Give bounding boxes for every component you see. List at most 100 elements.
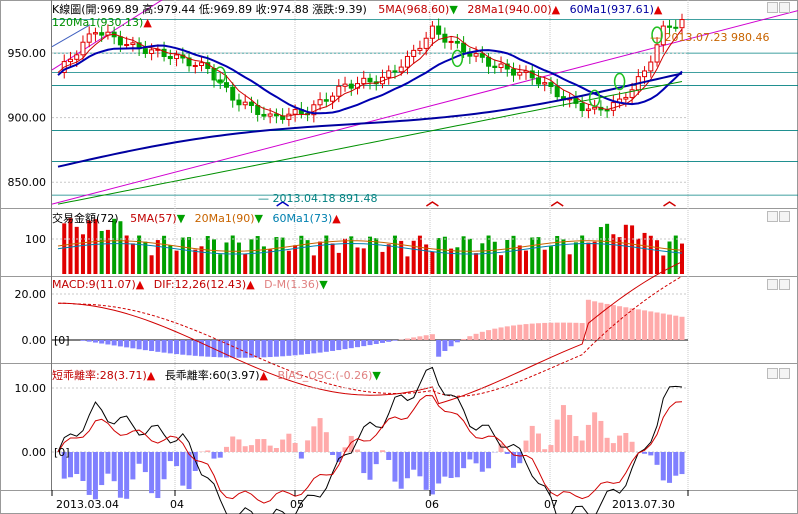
candle-body: [255, 104, 261, 115]
price-maximize-button[interactable]: [779, 2, 790, 13]
candle-body: [429, 25, 435, 39]
candle-body: [448, 40, 454, 43]
candle-body: [486, 56, 492, 67]
bias-osc-bar: [404, 452, 410, 479]
bias-osc-bar: [180, 452, 186, 486]
candle-body: [411, 49, 417, 57]
bias-osc-bar: [117, 452, 123, 498]
bias-osc-bar: [136, 452, 142, 464]
macd-histogram-bar: [280, 340, 286, 357]
bias-minimize-button[interactable]: [767, 368, 778, 379]
candle-body: [642, 70, 648, 78]
bias-osc-bar: [642, 452, 648, 454]
macd-histogram-bar: [442, 340, 448, 351]
bias-osc-bar: [298, 452, 304, 459]
candle-body: [542, 82, 548, 85]
macd-histogram-bar: [523, 324, 529, 340]
bias-osc-bar: [610, 443, 616, 452]
bias-osc-bar: [361, 452, 367, 474]
signal-marker: [613, 72, 626, 91]
volume-bar: [380, 251, 385, 274]
volume-bar: [374, 238, 379, 274]
volume-minimize-button[interactable]: [767, 211, 778, 222]
date-label: 2013.07.30: [612, 498, 675, 511]
candle-body: [386, 70, 392, 78]
price-minimize-button[interactable]: [767, 2, 778, 13]
price-panel: [51, 0, 798, 207]
macd-minimize-button[interactable]: [767, 279, 778, 290]
bias-osc-bar: [411, 452, 417, 470]
bias-osc-bar: [542, 449, 548, 452]
ma28-legend: 28Ma1(940.00): [467, 3, 552, 16]
volume-bar: [180, 237, 185, 274]
volume-bar: [524, 250, 528, 274]
volume-bar: [324, 235, 329, 274]
candle-body: [479, 53, 485, 58]
volume-bar: [249, 239, 254, 274]
vol-ma20-legend: 20Ma1(90): [194, 212, 255, 225]
volume-bar: [143, 241, 148, 274]
candle-body: [92, 32, 98, 35]
vol-ma5-legend: 5MA(57): [130, 212, 177, 225]
vol-ma60-legend: 60Ma1(73): [272, 212, 333, 225]
bias-osc-bar: [592, 412, 598, 452]
macd-histogram-bar: [342, 340, 348, 350]
volume-bar: [68, 218, 73, 274]
macd-histogram-bar: [136, 340, 142, 350]
bias-long-arrow: ▲: [259, 369, 268, 382]
bias-osc-bar: [398, 452, 404, 489]
volume-bar: [655, 240, 660, 274]
candle-body: [323, 99, 329, 102]
macd-histogram-bar: [311, 340, 317, 354]
volume-bar: [155, 240, 160, 274]
ma28-line: [57, 44, 683, 115]
bias-osc-bar: [230, 436, 236, 452]
macd-histogram-bar: [573, 322, 579, 340]
candle-body: [473, 53, 479, 57]
bias-osc-bar: [80, 452, 86, 482]
dm-legend: D-M(1.36): [264, 278, 320, 291]
bias-osc-bar: [467, 452, 473, 460]
bias-osc-bar: [211, 452, 217, 459]
volume-title: 交易金額(72): [52, 212, 119, 225]
bias-osc-bar: [286, 433, 292, 452]
bias-osc-bar: [392, 452, 398, 482]
volume-bar: [255, 236, 260, 274]
bias-osc-bar: [124, 452, 130, 499]
candle-body: [330, 95, 336, 102]
pattern-marker: [550, 201, 564, 207]
macd-histogram-bar: [330, 340, 336, 351]
bias-maximize-button[interactable]: [779, 368, 790, 379]
macd-histogram-bar: [298, 340, 304, 355]
bias-osc-bar: [292, 442, 298, 452]
volume-bar: [449, 248, 454, 274]
volume-bar: [442, 236, 447, 274]
macd-histogram-bar: [317, 340, 323, 353]
macd-maximize-button[interactable]: [779, 279, 790, 290]
bias-osc-bar: [311, 426, 317, 452]
volume-bar: [561, 239, 566, 274]
volume-bar: [80, 234, 85, 274]
volume-bar: [187, 237, 192, 274]
bias-short-arrow: ▲: [146, 369, 156, 382]
macd-histogram-bar: [111, 340, 117, 346]
volume-bar: [474, 253, 479, 274]
macd-histogram-bar: [454, 340, 460, 343]
bias-osc-bar: [305, 440, 311, 452]
candle-body: [361, 77, 367, 85]
volume-maximize-button[interactable]: [779, 211, 790, 222]
macd-histogram-bar: [130, 340, 136, 349]
ma120-line: [57, 81, 683, 205]
bias-osc-bar: [236, 439, 242, 452]
bias-tick-label: 10.00: [15, 382, 47, 395]
dif-arrow: ▲: [246, 278, 255, 291]
candle-body: [99, 32, 105, 36]
candle-body: [667, 25, 673, 28]
bias-osc-bar: [74, 452, 80, 474]
macd-histogram-bar: [642, 310, 648, 340]
macd-histogram-bar: [498, 327, 504, 340]
macd-legend: MACD:9(11.07)▲ DIF:12,26(12.43)▲ D-M(1.3…: [52, 278, 328, 291]
bias-osc-bar: [504, 452, 510, 454]
macd-histogram-bar: [180, 340, 186, 355]
